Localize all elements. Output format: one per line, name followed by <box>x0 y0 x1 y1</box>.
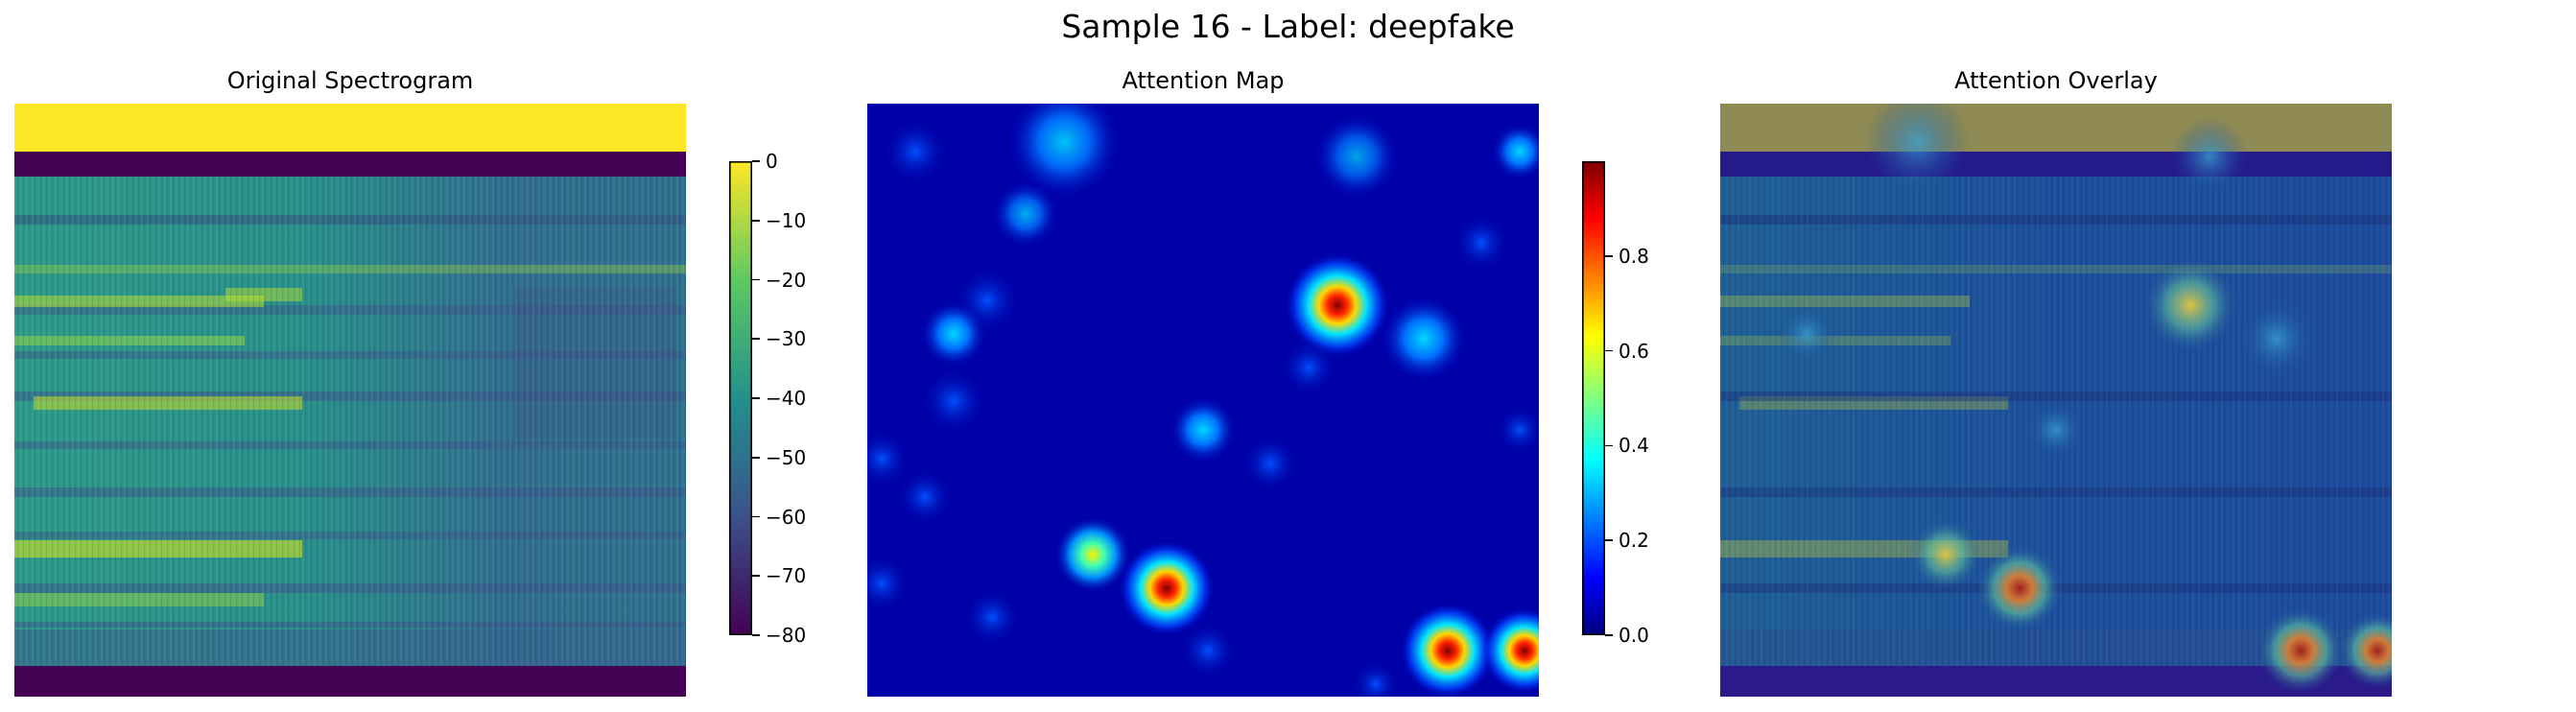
colorbar-tick-mark <box>752 160 760 162</box>
attention-overlay-image <box>1720 104 2392 697</box>
attention-hotspots <box>867 104 1539 697</box>
colorbar-tick-mark <box>1605 634 1613 636</box>
colorbar-tick-label: 0.0 <box>1619 624 1649 647</box>
panel-title-attention: Attention Map <box>1122 67 1285 94</box>
colorbar-tick-label: −30 <box>766 327 807 351</box>
colorbar-tick-mark <box>752 515 760 518</box>
colorbar-tick-label: 0.4 <box>1619 434 1649 458</box>
attention-map-image <box>867 104 1539 697</box>
colorbar-tick-mark <box>752 338 760 341</box>
colorbar-tick-label: −80 <box>766 624 807 647</box>
colorbar-tick-mark <box>752 278 760 281</box>
colorbar-tick-mark <box>752 397 760 399</box>
colorbar-tick-label: 0 <box>766 150 778 173</box>
colorbar-tick-mark <box>752 634 760 636</box>
colorbar-tick-mark <box>1605 444 1613 447</box>
colorbar-tick-mark <box>752 219 760 222</box>
colorbar-tick-mark <box>1605 255 1613 257</box>
colorbar-tick-label: −60 <box>766 505 807 529</box>
colorbar-tick-label: 0.2 <box>1619 529 1649 553</box>
colorbar-tick-mark <box>752 575 760 578</box>
overlay-hotspots <box>1778 104 2392 694</box>
colorbar-tick-label: 0.8 <box>1619 244 1649 268</box>
figure-title: Sample 16 - Label: deepfake <box>1061 8 1515 45</box>
colorbar-tick-label: −10 <box>766 208 807 232</box>
colorbar-tick-label: −50 <box>766 445 807 469</box>
panel-title-spectrogram: Original Spectrogram <box>226 67 474 94</box>
jet-colorbar <box>1582 161 1605 635</box>
colorbar-tick-mark <box>752 456 760 459</box>
viridis-colorbar <box>729 161 752 635</box>
colorbar-tick-mark <box>1605 539 1613 541</box>
panel-title-overlay: Attention Overlay <box>1954 67 2158 94</box>
colorbar-tick-label: −40 <box>766 387 807 410</box>
spectrogram-image <box>14 104 686 697</box>
colorbar-tick-label: −70 <box>766 564 807 588</box>
colorbar-tick-mark <box>1605 349 1613 352</box>
colorbar-tick-label: 0.6 <box>1619 339 1649 363</box>
colorbar-tick-label: −20 <box>766 268 807 292</box>
